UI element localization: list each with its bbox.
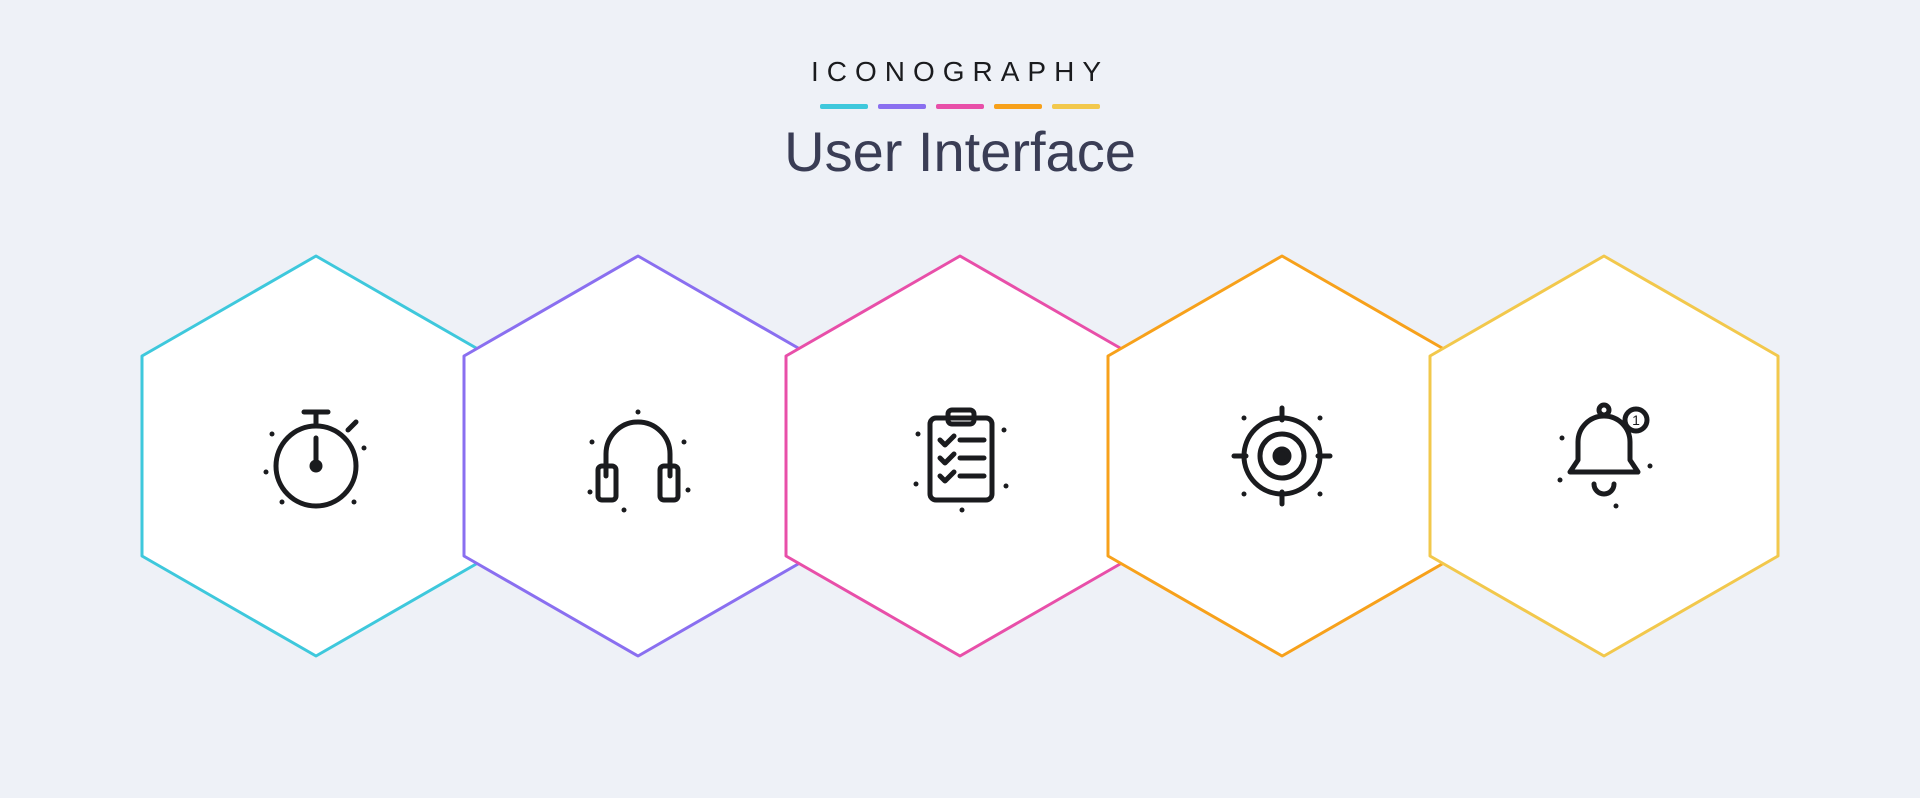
svg-text:1: 1 (1632, 412, 1640, 428)
hex-tile-3 (1106, 254, 1458, 658)
stripe (878, 104, 926, 109)
header: ICONOGRAPHY User Interface (784, 56, 1136, 184)
clipboard-icon (784, 254, 1136, 658)
hex-tile-4: 1 (1428, 254, 1780, 658)
target-icon (1106, 254, 1458, 658)
bell-icon: 1 (1428, 254, 1780, 658)
page-title: User Interface (784, 119, 1136, 184)
stripe (994, 104, 1042, 109)
stopwatch-icon (140, 254, 492, 658)
stripe (820, 104, 868, 109)
stripe (1052, 104, 1100, 109)
hex-tile-0 (140, 254, 492, 658)
hex-tile-2 (784, 254, 1136, 658)
stripe (936, 104, 984, 109)
headphones-icon (462, 254, 814, 658)
hex-tile-1 (462, 254, 814, 658)
kicker: ICONOGRAPHY (784, 56, 1136, 88)
hex-stage: 1 (140, 254, 1780, 694)
palette-stripes (784, 104, 1136, 109)
page-root: ICONOGRAPHY User Interface (0, 0, 1920, 798)
